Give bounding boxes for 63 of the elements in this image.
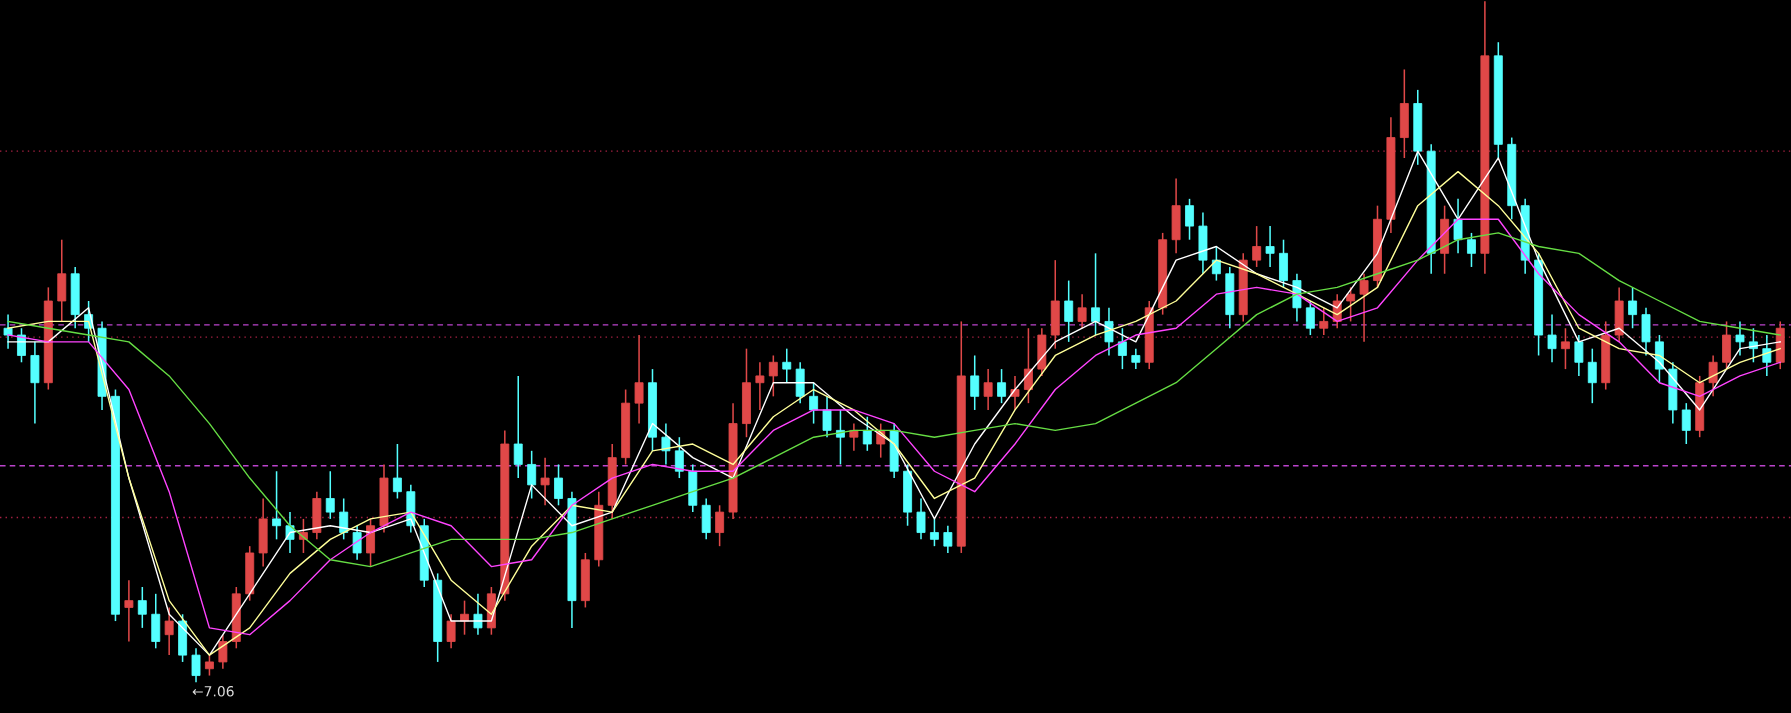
- candlestick: [862, 416, 872, 452]
- candlestick: [540, 456, 550, 507]
- candlestick: [755, 361, 765, 411]
- candlestick: [164, 606, 174, 656]
- candlestick: [1762, 334, 1772, 377]
- candlestick: [768, 354, 778, 398]
- candlestick: [1104, 307, 1114, 357]
- candlestick: [1091, 252, 1100, 336]
- candlestick: [929, 518, 939, 547]
- candlestick: [191, 647, 201, 684]
- candlestick: [1467, 232, 1476, 268]
- candlestick: [272, 470, 282, 541]
- candlestick: [1305, 300, 1315, 336]
- candlestick: [339, 497, 349, 541]
- candlestick: [1211, 245, 1221, 282]
- candlestick: [1252, 225, 1262, 268]
- candlestick: [661, 422, 671, 466]
- candlestick: [916, 497, 926, 541]
- candlestick: [970, 354, 980, 411]
- candlestick: [1628, 286, 1638, 330]
- candlestick: [218, 633, 228, 670]
- candlestick: [1117, 327, 1127, 370]
- candlestick: [473, 593, 483, 636]
- candlestick: [1131, 347, 1141, 370]
- candlestick: [822, 395, 832, 438]
- candlestick: [1023, 327, 1033, 404]
- candlestick: [1453, 198, 1463, 255]
- candlestick: [943, 524, 953, 554]
- candlestick: [513, 375, 523, 479]
- candlestick: [782, 347, 792, 384]
- candlestick: [124, 579, 134, 643]
- candlestick: [1587, 347, 1597, 404]
- candlestick: [1319, 307, 1329, 336]
- candlestick: [1359, 272, 1369, 343]
- candlestick: [997, 368, 1007, 404]
- candlestick: [1547, 313, 1557, 364]
- candlestick: [1077, 293, 1087, 330]
- candlestick: [3, 313, 13, 350]
- candlestick: [1185, 198, 1194, 241]
- candlestick: [1681, 402, 1691, 445]
- candlestick: [527, 450, 537, 500]
- candlestick: [554, 463, 563, 507]
- candlestick: [674, 436, 684, 479]
- candlestick: [634, 334, 644, 425]
- candlestick: [1010, 375, 1020, 411]
- candlestick: [983, 368, 993, 411]
- text: ←7.06: [192, 686, 234, 697]
- candlestick: [392, 443, 402, 500]
- candlestick: [325, 470, 335, 520]
- candlestick: [137, 586, 147, 629]
- candlestick: [1735, 320, 1745, 357]
- candlestick: [1346, 286, 1356, 323]
- candlestick: [849, 422, 859, 452]
- candlestick: [1064, 279, 1074, 343]
- candlestick: [1265, 225, 1275, 268]
- candlestick: [352, 524, 362, 561]
- candlestick: [715, 504, 725, 547]
- candlestick: [809, 381, 819, 425]
- candlestick: [446, 613, 456, 650]
- candlestick: [1708, 354, 1718, 398]
- candlestick: [1574, 334, 1584, 377]
- candlestick: [204, 654, 214, 677]
- candlestick: [1561, 327, 1570, 370]
